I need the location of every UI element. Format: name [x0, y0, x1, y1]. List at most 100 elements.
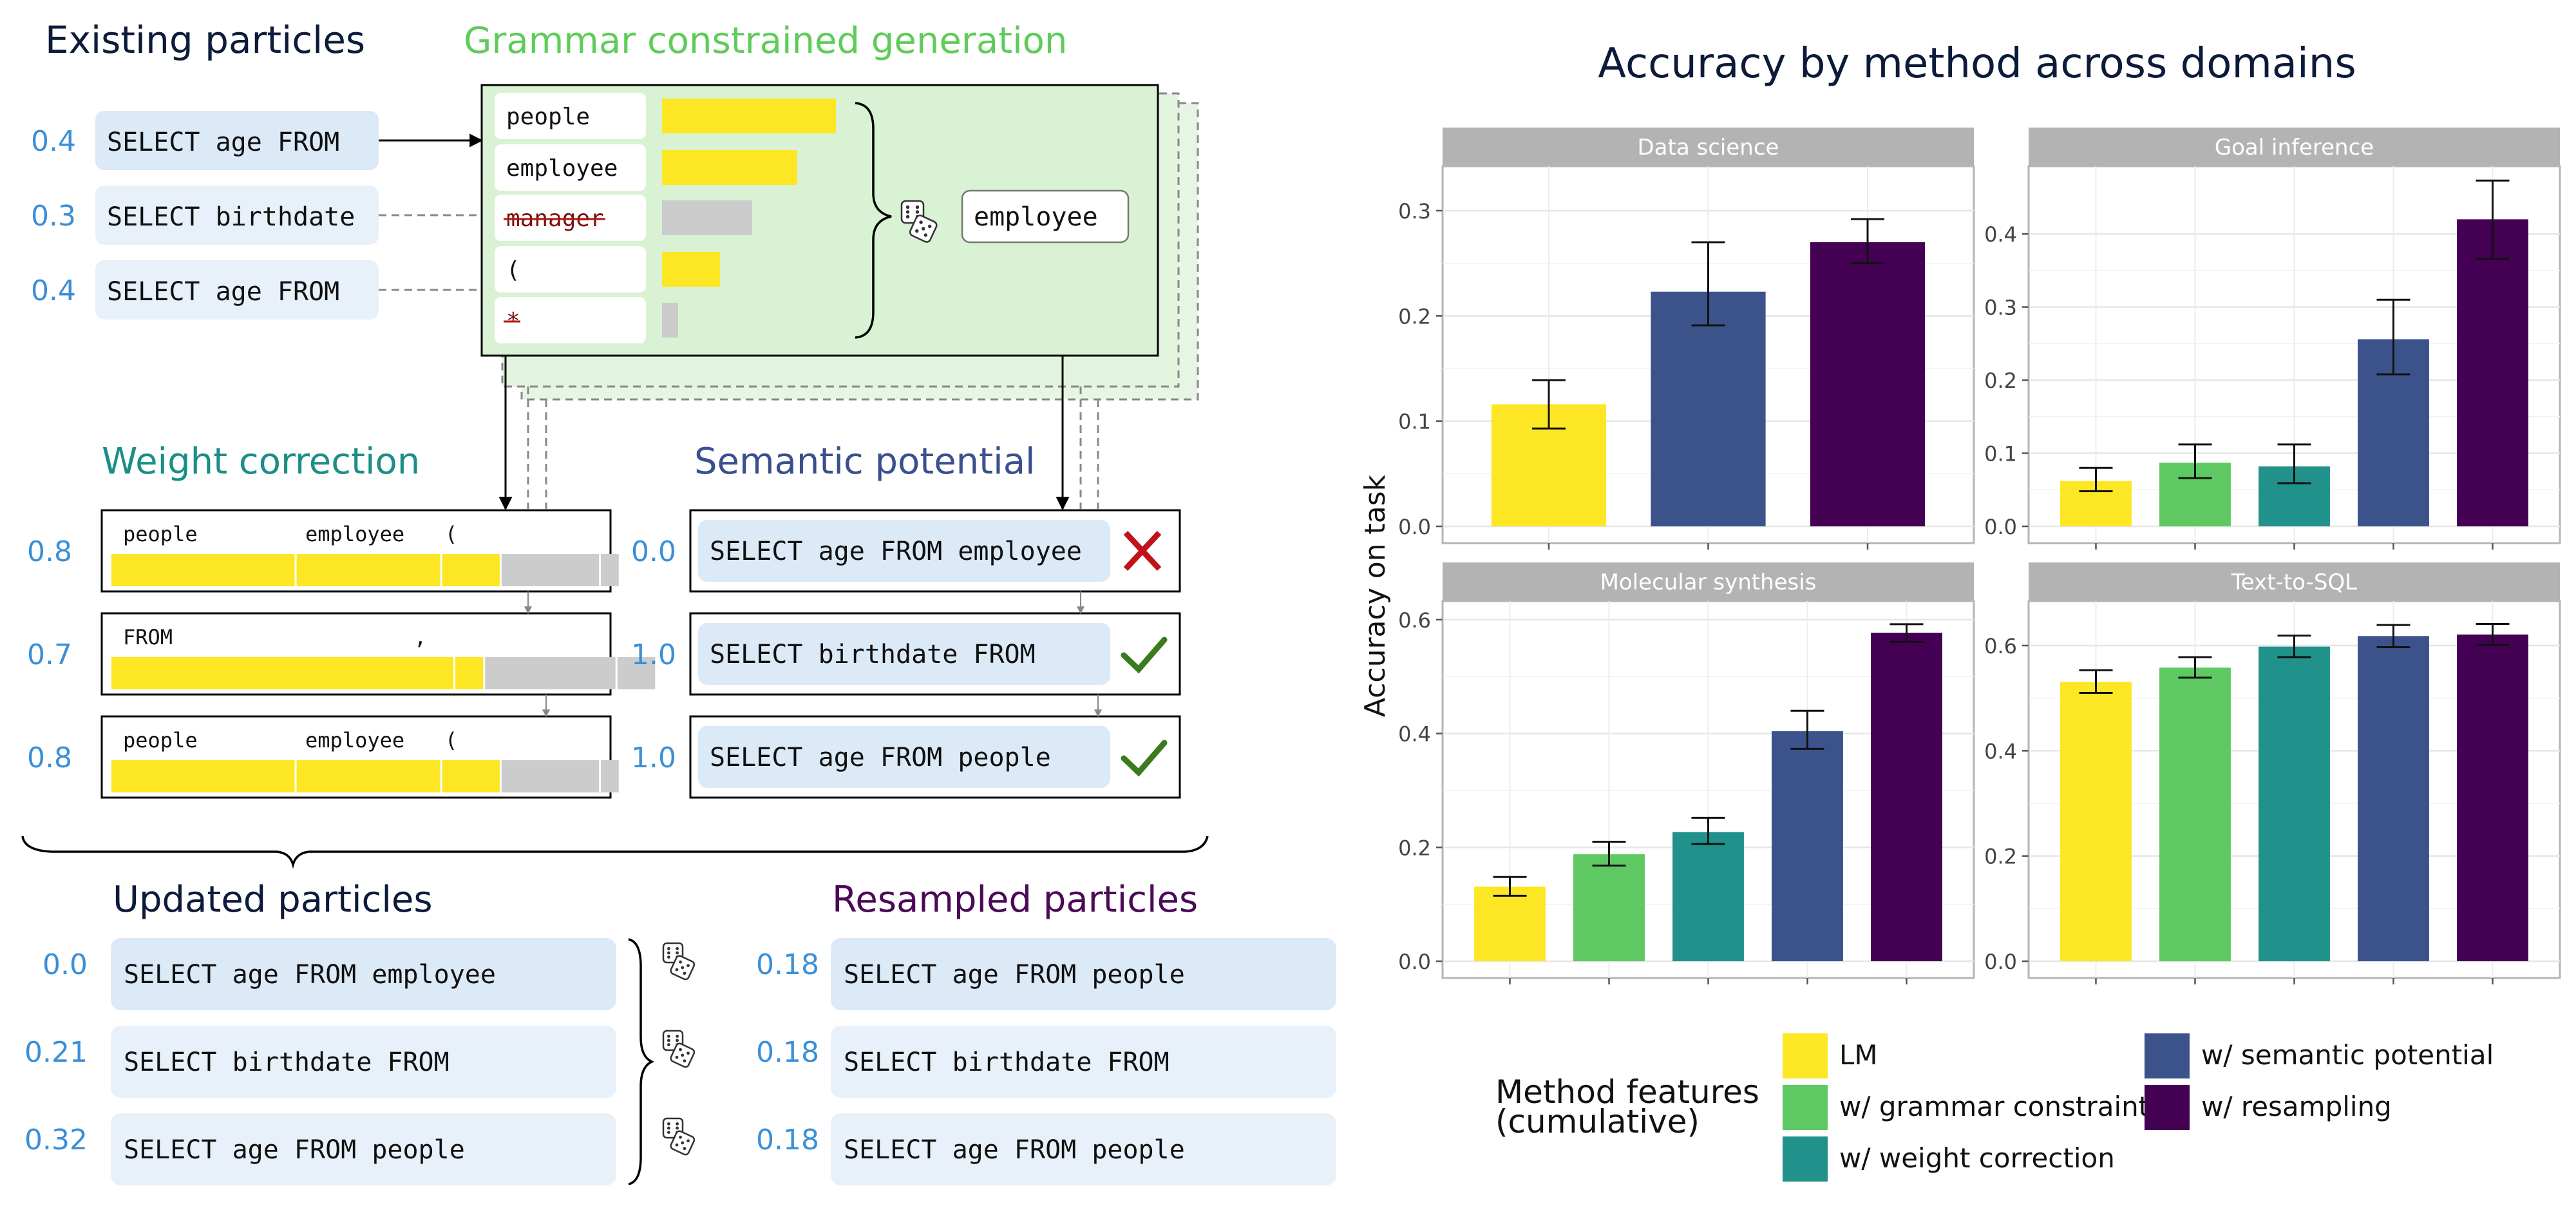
curly-brace [855, 102, 892, 339]
grammar-title: Grammar constrained generation [464, 20, 1067, 62]
disallowed-prob-bar [501, 554, 599, 586]
token-label: employee [506, 155, 618, 182]
y-tick-label: 0.0 [1984, 950, 2017, 974]
allowed-prob-bar [111, 554, 295, 586]
legend-label: w/ grammar constraint [1839, 1091, 2149, 1122]
y-tick-label: 0.2 [1398, 836, 1431, 860]
y-tick-label: 0.4 [1398, 722, 1431, 747]
particle-text: SELECT birthdate FROM [710, 640, 1036, 669]
particle-text: SELECT age FROM employee [124, 960, 496, 990]
token-box [495, 195, 646, 241]
token-prob-bar [662, 252, 720, 287]
token-label: people [506, 104, 590, 130]
disallowed-prob-bar [501, 760, 599, 792]
legend-swatch [2145, 1033, 2190, 1078]
sampled-token: employee [974, 202, 1098, 232]
particle-weight: 0.18 [756, 1124, 819, 1156]
particle-box [698, 520, 1110, 582]
disallowed-prob-bar [617, 657, 656, 689]
y-tick-label: 0.0 [1398, 515, 1431, 539]
particle-text: SELECT age FROM people [844, 1135, 1185, 1165]
facet-panel: Molecular synthesis 0.0 0.2 0.4 0.6 [1398, 562, 1975, 984]
particle-box [111, 1113, 616, 1185]
resampled-particles-title: Resampled particles [832, 879, 1198, 921]
particle-weight: 0.4 [31, 125, 76, 158]
corrected-weight: 0.7 [27, 638, 72, 671]
next-token-label: , [414, 625, 426, 649]
corrected-weight: 0.8 [27, 535, 72, 568]
smc-diagram: Existing particles 0.4 SELECT age FROM 0.3 S… [21, 18, 1336, 1185]
check-icon [1121, 637, 1168, 674]
y-tick-label: 0.4 [1984, 222, 2017, 247]
legend-label: w/ weight correction [1839, 1142, 2115, 1174]
particle-box [95, 186, 379, 245]
bar [1573, 854, 1645, 961]
y-tick-label: 0.1 [1398, 410, 1431, 434]
allowed-prob-bar [111, 760, 295, 792]
particle-box [831, 938, 1336, 1010]
next-token-label: ( [445, 522, 457, 546]
y-tick-label: 0.2 [1984, 369, 2017, 393]
particle-text: SELECT age FROM people [844, 960, 1185, 990]
legend-swatch [1783, 1033, 1828, 1078]
particle-text: SELECT age FROM [107, 277, 339, 307]
token-box [495, 246, 646, 292]
y-tick-label: 0.2 [1984, 845, 2017, 869]
facet-label: Data science [1638, 135, 1779, 160]
potential-value: 0.0 [631, 535, 676, 568]
particle-text: SELECT birthdate FROM [124, 1048, 450, 1077]
dice-icon [662, 1030, 696, 1068]
y-tick-label: 0.6 [1984, 634, 2017, 658]
token-label: ( [506, 257, 520, 283]
next-token-label: ( [445, 728, 457, 752]
next-token-label: employee [305, 728, 404, 752]
disallowed-prob-bar [601, 760, 619, 792]
next-token-label: employee [305, 522, 404, 546]
disallowed-prob-bar [601, 554, 619, 586]
particle-box [111, 1026, 616, 1098]
potential-value: 1.0 [631, 638, 676, 671]
token-prob-bar [662, 150, 797, 185]
bar [2457, 634, 2528, 961]
bar [2457, 219, 2528, 526]
facet-strip [2029, 128, 2560, 166]
bar [2060, 682, 2132, 961]
y-tick-label: 0.4 [1984, 739, 2017, 763]
particle-box [95, 111, 379, 170]
curly-brace [628, 938, 655, 1185]
facet-panel: Text-to-SQL 0.0 0.2 0.4 0.6 [1984, 562, 2561, 984]
dice-icon [662, 1117, 696, 1156]
particle-weight: 0.18 [756, 1036, 819, 1069]
particle-text: SELECT birthdate [107, 202, 355, 232]
facet-label: Goal inference [2215, 135, 2374, 160]
particle-text: SELECT age FROM employee [710, 537, 1082, 566]
legend-label: w/ resampling [2201, 1091, 2392, 1122]
particle-weight: 0.4 [31, 274, 76, 307]
y-tick-label: 0.6 [1398, 608, 1431, 633]
token-prob-bar [662, 99, 836, 133]
particle-box [698, 623, 1110, 685]
legend-label: LM [1839, 1039, 1878, 1071]
legend-label: w/ semantic potential [2201, 1039, 2494, 1071]
y-tick-label: 0.0 [1398, 950, 1431, 974]
accuracy-chart: Accuracy by method across domains Accurac… [1359, 40, 2561, 1182]
die [670, 1130, 696, 1156]
die [909, 215, 938, 243]
token-box [495, 297, 646, 343]
facet-label: Molecular synthesis [1600, 570, 1817, 595]
allowed-prob-bar [296, 760, 440, 792]
next-token-label: people [123, 522, 198, 546]
token-prob-bar [662, 200, 752, 235]
bar [2159, 667, 2231, 961]
allowed-prob-bar [111, 657, 454, 689]
particle-text: SELECT birthdate FROM [844, 1048, 1170, 1077]
bar [2358, 636, 2429, 961]
disallowed-prob-bar [485, 657, 616, 689]
semantic-potential-title: Semantic potential [694, 441, 1036, 483]
allowed-prob-bar [455, 657, 484, 689]
particle-box [111, 938, 616, 1010]
weight-correction-title: Weight correction [102, 441, 420, 483]
legend: Method features (cumulative) LM w/ grammar … [1495, 1033, 2494, 1182]
die [670, 955, 696, 981]
bar [1474, 886, 1546, 961]
